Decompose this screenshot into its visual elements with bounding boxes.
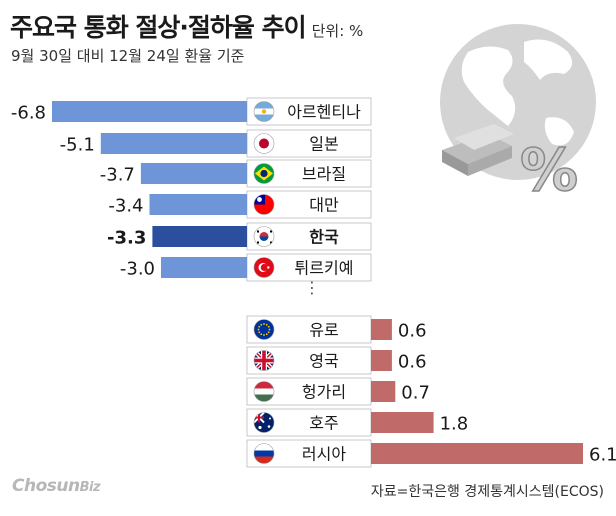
category-label: 영국 — [309, 352, 338, 371]
logo-biz-text: Biz — [79, 480, 101, 495]
chart-title: 주요국 통화 절상·절하율 추이 단위: % — [10, 8, 363, 44]
value-label: -3.7 — [100, 165, 135, 186]
value-label: -3.4 — [108, 196, 143, 217]
chosunbiz-logo: ChosunBiz — [12, 476, 101, 496]
category-label: 헝가리 — [302, 383, 346, 402]
bar — [52, 101, 247, 122]
bar — [152, 226, 247, 247]
bar — [100, 133, 248, 154]
chart-subtitle: 9월 30일 대비 12월 24일 환율 기준 — [11, 47, 245, 65]
svg-text:%: % — [520, 136, 578, 204]
category-label: 아르헨티나 — [287, 103, 361, 122]
bar — [371, 381, 396, 402]
australia-flag-icon — [253, 412, 275, 433]
category-label: 유로 — [309, 321, 338, 340]
value-label: 0.6 — [398, 352, 427, 373]
category-label: 튀르키예 — [295, 259, 354, 278]
taiwan-flag-icon — [253, 194, 275, 215]
logo-text: Chosun — [12, 476, 80, 496]
bar — [161, 257, 247, 278]
uk-flag-icon — [253, 350, 275, 371]
source-note: 자료=한국은행 경제통계시스템(ECOS) — [370, 484, 604, 500]
brazil-flag-icon — [253, 163, 275, 184]
value-label: -6.8 — [11, 103, 46, 124]
category-label: 브라질 — [302, 165, 346, 184]
bar — [371, 350, 392, 371]
globe-currency-illustration: % — [440, 24, 596, 205]
category-label: 대만 — [309, 196, 339, 215]
category-label: 일본 — [309, 135, 338, 154]
bar — [140, 163, 247, 184]
category-label: 한국 — [309, 228, 339, 247]
value-label: 0.7 — [401, 383, 430, 404]
bar — [371, 319, 392, 340]
eu-flag-icon — [253, 319, 275, 340]
russia-flag-icon — [253, 443, 275, 464]
value-label: -3.0 — [120, 259, 155, 280]
bar — [371, 443, 583, 464]
title-text: 주요국 통화 절상·절하율 추이 — [10, 13, 307, 42]
value-label: -5.1 — [60, 135, 95, 156]
unit-label: 단위: % — [311, 22, 364, 40]
value-label: 6.1 — [589, 445, 616, 466]
bar — [149, 194, 247, 215]
value-label: 1.8 — [440, 414, 469, 435]
omitted-rows-ellipsis: ⋮ — [304, 278, 320, 297]
value-label: 0.6 — [398, 321, 427, 342]
category-label: 러시아 — [302, 445, 346, 464]
argentina-flag-icon — [253, 101, 275, 122]
japan-flag-icon — [253, 133, 275, 154]
category-label: 호주 — [309, 414, 338, 433]
turkey-flag-icon — [253, 257, 275, 278]
korea-flag-icon — [253, 226, 275, 247]
value-label: -3.3 — [107, 228, 146, 249]
hungary-flag-icon — [253, 381, 275, 402]
bar — [371, 412, 434, 433]
